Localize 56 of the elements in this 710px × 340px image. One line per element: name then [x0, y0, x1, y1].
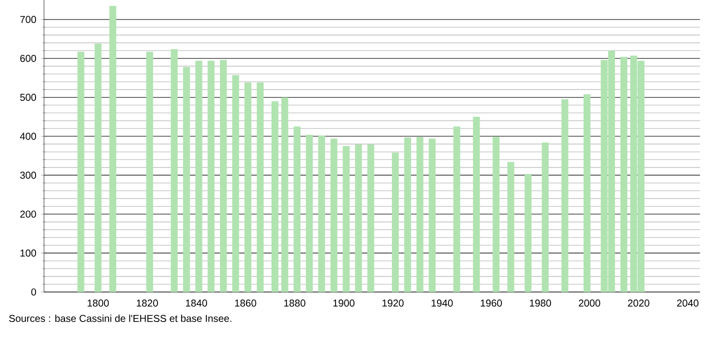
x-tick-label: 1860	[235, 300, 256, 307]
x-tick-label: 1940	[432, 300, 453, 307]
x-tick-label: 1920	[382, 300, 404, 307]
bar	[256, 82, 264, 292]
bar	[453, 126, 460, 292]
bar	[294, 126, 301, 292]
bar	[404, 137, 412, 292]
bar	[244, 82, 252, 292]
y-tick-label: 0	[31, 288, 36, 296]
x-tick-label: 1900	[333, 300, 354, 307]
bar	[220, 60, 227, 292]
bar	[355, 144, 362, 292]
x-tick-label: 2020	[628, 300, 650, 307]
bar	[367, 144, 374, 292]
y-tick-label: 300	[20, 172, 36, 179]
bar	[195, 60, 202, 292]
bar	[416, 137, 424, 292]
bar	[472, 116, 480, 292]
y-tick-label: 600	[20, 54, 36, 62]
bar	[183, 66, 190, 292]
y-tick-label: 500	[20, 94, 36, 101]
bar	[542, 142, 549, 292]
bar	[492, 136, 500, 292]
bar	[281, 97, 288, 292]
bar	[584, 94, 590, 292]
bar	[428, 138, 436, 292]
y-tick-label: 200	[20, 210, 36, 218]
x-tick-label: 2040	[677, 300, 698, 307]
x-tick-label: 1880	[284, 300, 306, 307]
y-tick-label: 400	[20, 132, 36, 140]
bar	[318, 135, 326, 292]
x-tick-label: 2000	[578, 300, 600, 307]
bar	[342, 146, 350, 292]
bar	[392, 152, 399, 292]
x-tick-label: 1980	[530, 300, 552, 307]
bar	[272, 101, 278, 292]
bar	[620, 56, 628, 292]
x-tick-label: 1820	[136, 300, 158, 307]
bar	[170, 49, 178, 292]
source-note: Sources : base Cassini de l'EHESS et base Insee.	[9, 314, 232, 322]
bar	[94, 44, 102, 292]
bar	[330, 138, 338, 292]
y-tick-label: 700	[20, 16, 36, 24]
bar	[146, 52, 154, 292]
bar	[524, 174, 532, 292]
bar	[232, 75, 240, 292]
bar	[507, 162, 514, 292]
bar	[306, 134, 313, 292]
bar	[77, 52, 84, 292]
x-tick-label: 1840	[186, 300, 208, 307]
y-tick-label: 100	[20, 250, 36, 257]
bar	[109, 6, 116, 292]
bar	[561, 99, 568, 292]
x-tick-label: 1960	[480, 300, 502, 307]
x-tick-label: 1800	[88, 300, 109, 307]
bar	[208, 60, 215, 292]
